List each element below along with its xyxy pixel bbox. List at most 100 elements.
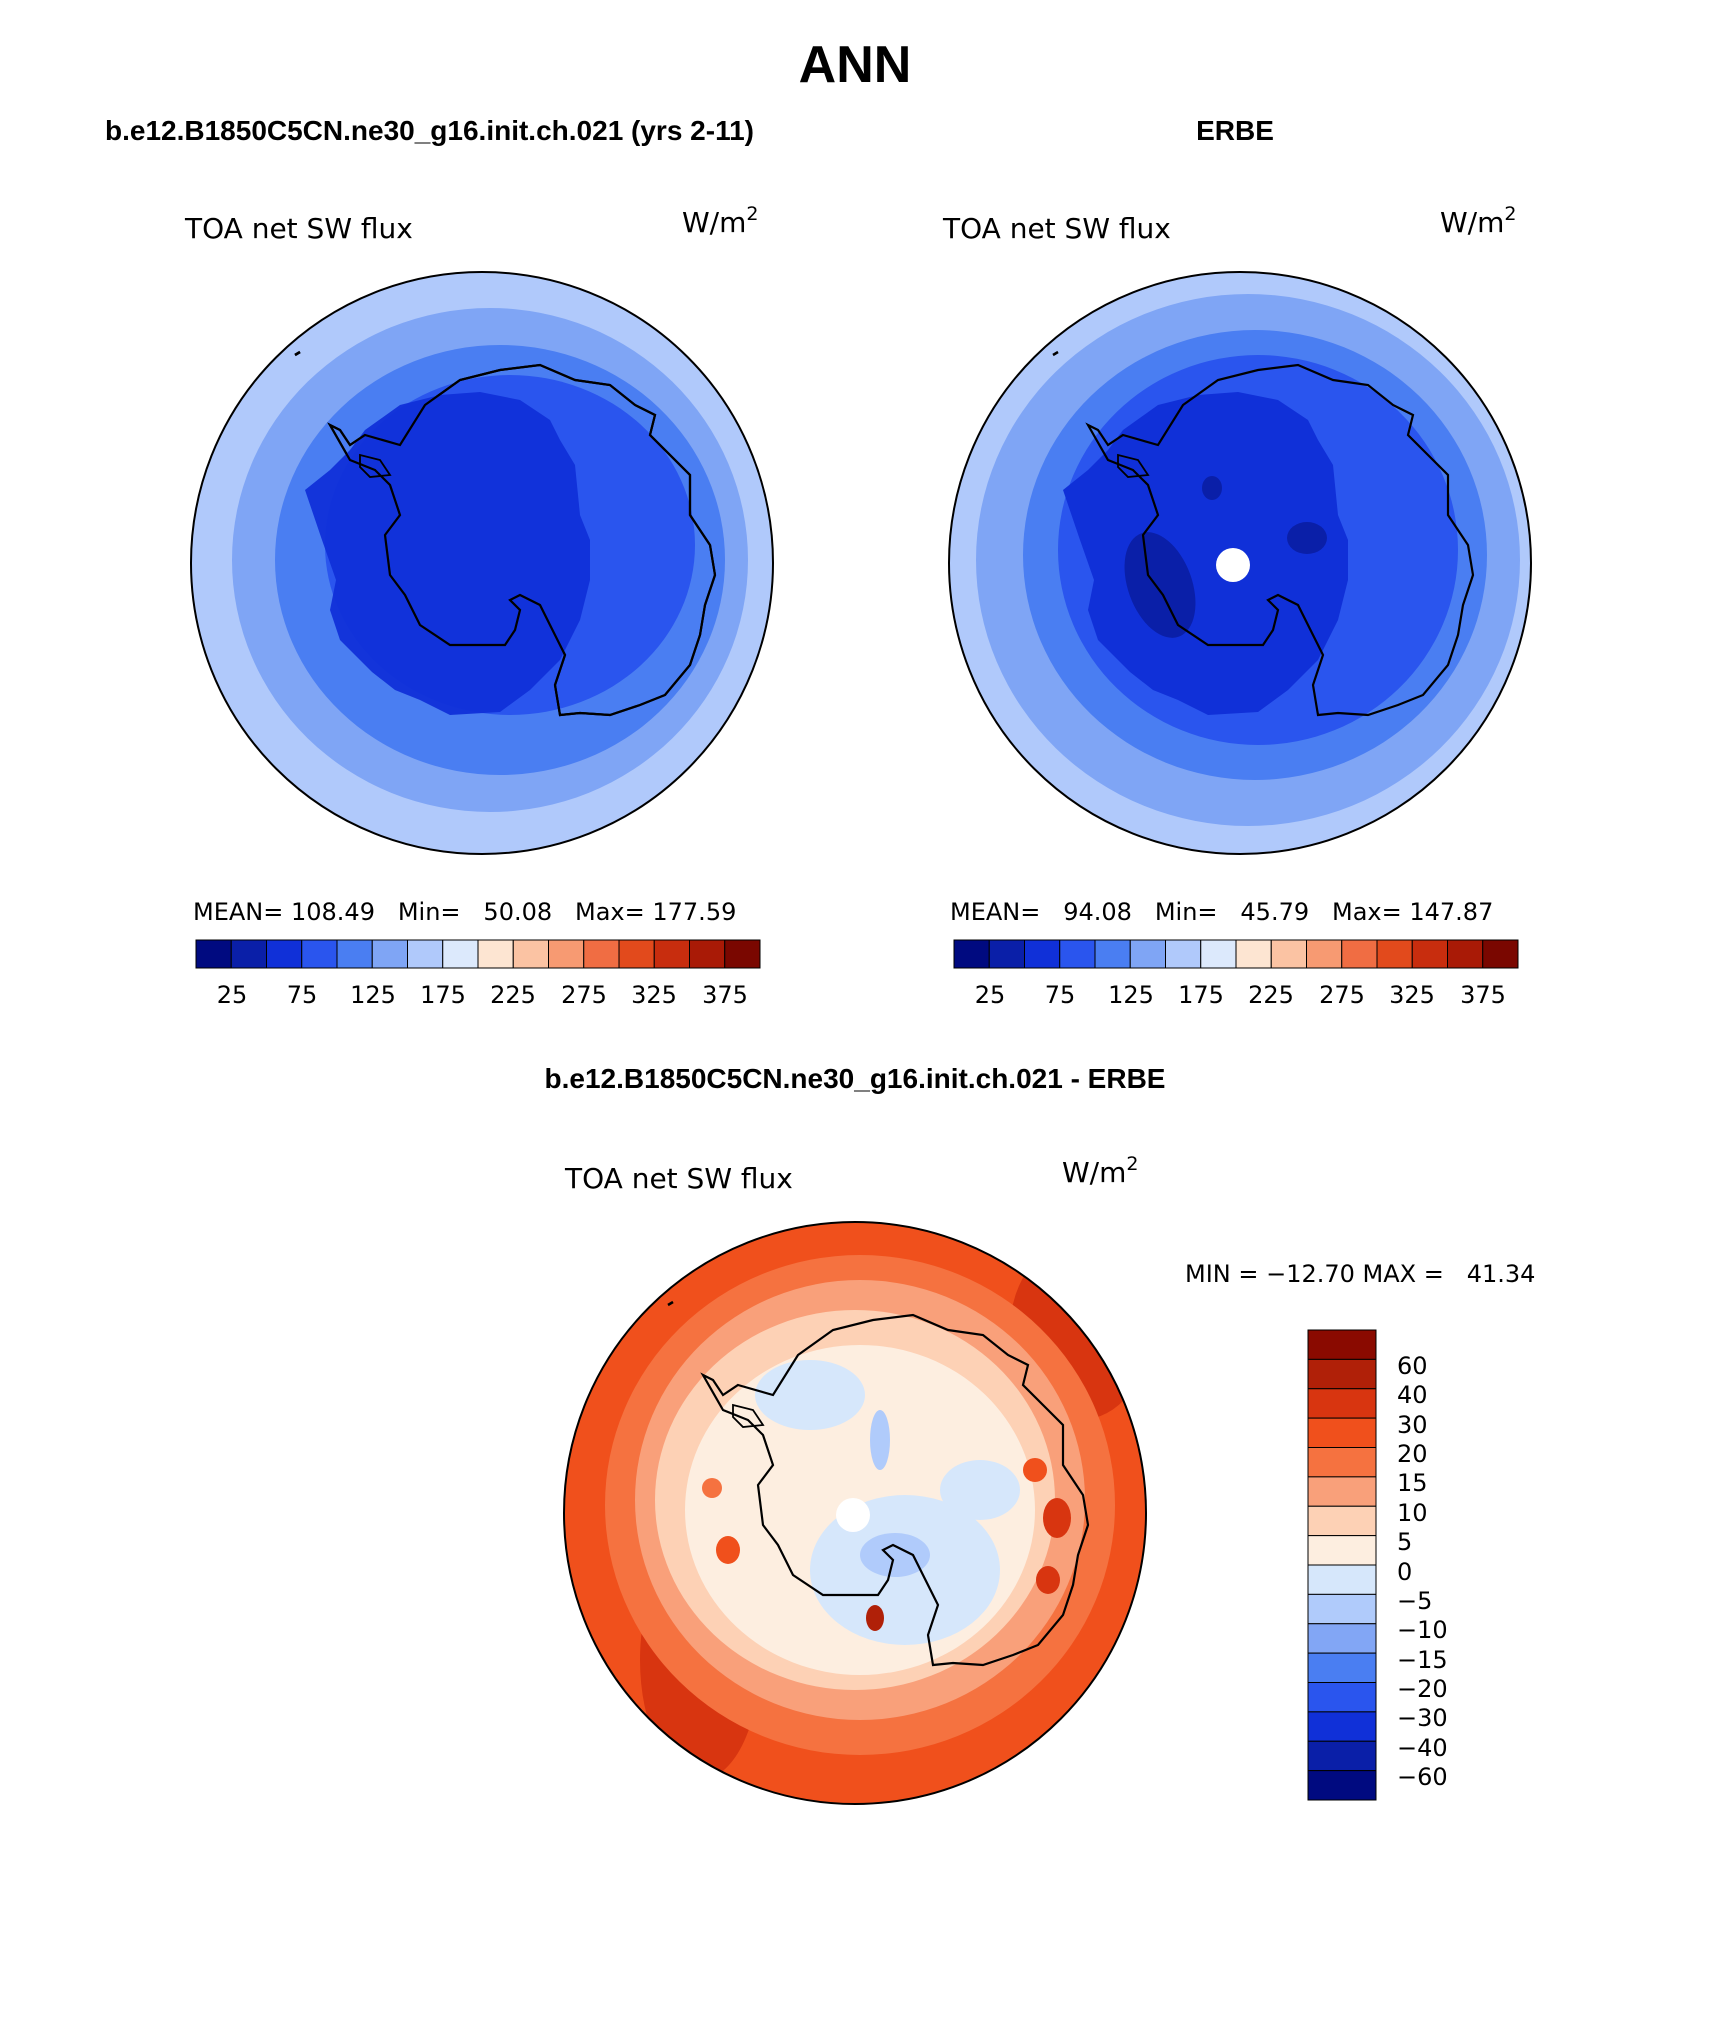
colorbar-label: −60	[1397, 1763, 1448, 1791]
colorbar-swatch	[1129, 939, 1166, 969]
colorbar-swatch	[1235, 939, 1272, 969]
colorbar-swatch	[1200, 939, 1237, 969]
colorbar-swatch	[266, 939, 303, 969]
panel-diff-map	[564, 1222, 1146, 1804]
colorbar-swatch	[1307, 1652, 1377, 1683]
colorbar-swatch	[724, 939, 761, 969]
colorbar-swatch	[1307, 1593, 1377, 1625]
colorbar-label: 0	[1397, 1558, 1412, 1586]
colorbar-swatch	[1307, 1682, 1377, 1713]
colorbar-swatch	[1307, 1447, 1377, 1478]
colorbar-label: 325	[631, 981, 677, 1009]
colorbar-swatch	[1094, 939, 1131, 969]
colorbar-swatch	[1447, 939, 1484, 969]
panel-diff: b.e12.B1850C5CN.ne30_g16.init.ch.021 - E…	[545, 1063, 1535, 1805]
panel-model-colorbar-labels: 25 75 125 175 225 275 325 375	[217, 981, 748, 1009]
colorbar-swatch	[336, 939, 373, 969]
colorbar-label: 225	[490, 981, 536, 1009]
panel-obs-variable: TOA net SW flux	[942, 212, 1171, 245]
colorbar-label: 40	[1397, 1381, 1428, 1409]
colorbar-label: 75	[287, 981, 318, 1009]
panel-model-stats: MEAN= 108.49 Min= 50.08 Max= 177.59	[193, 898, 736, 926]
colorbar-label: 325	[1389, 981, 1435, 1009]
panel-model-map-border	[190, 271, 774, 855]
colorbar-swatch	[1411, 939, 1448, 969]
colorbar-swatch	[953, 939, 990, 969]
panel-model-map	[191, 272, 773, 854]
colorbar-label: −15	[1397, 1646, 1448, 1674]
colorbar-label: −5	[1397, 1587, 1432, 1615]
panel-model-variable: TOA net SW flux	[184, 212, 413, 245]
panel-diff-variable: TOA net SW flux	[564, 1162, 793, 1195]
panel-model-colorbar	[195, 939, 761, 969]
panel-diff-colorbar-labels: 60 40 30 20 15 10 5 0 −5 −10 −15 −20 −30…	[1397, 1352, 1448, 1791]
panel-diff-stats: MIN = −12.70 MAX = 41.34	[1185, 1260, 1535, 1288]
panel-obs-title: ERBE	[1196, 115, 1274, 146]
colorbar-swatch	[1307, 1711, 1377, 1742]
colorbar-swatch	[1341, 939, 1378, 969]
colorbar-label: 275	[561, 981, 607, 1009]
colorbar-label: −40	[1397, 1734, 1448, 1762]
colorbar-swatch	[689, 939, 726, 969]
panel-obs-colorbar	[953, 939, 1519, 969]
colorbar-swatch	[1270, 939, 1307, 969]
colorbar-swatch	[371, 939, 408, 969]
colorbar-swatch	[301, 939, 338, 969]
colorbar-swatch	[1307, 1740, 1377, 1772]
colorbar-swatch	[1307, 1417, 1377, 1448]
colorbar-label: 10	[1397, 1499, 1428, 1527]
colorbar-label: 125	[1108, 981, 1154, 1009]
colorbar-swatch	[1306, 939, 1343, 969]
colorbar-label: 225	[1248, 981, 1294, 1009]
colorbar-swatch	[1376, 939, 1413, 969]
colorbar-swatch	[618, 939, 655, 969]
colorbar-swatch	[653, 939, 690, 969]
colorbar-swatch	[442, 939, 479, 969]
colorbar-swatch	[195, 939, 232, 969]
colorbar-label: 375	[1460, 981, 1506, 1009]
panel-diff-title: b.e12.B1850C5CN.ne30_g16.init.ch.021 - E…	[545, 1063, 1166, 1094]
panel-obs-map-border	[948, 271, 1532, 855]
colorbar-swatch	[407, 939, 444, 969]
panel-diff-units: W/m2	[1062, 1153, 1139, 1189]
colorbar-label: −30	[1397, 1704, 1448, 1732]
colorbar-label: −20	[1397, 1675, 1448, 1703]
colorbar-swatch	[1307, 1535, 1377, 1566]
colorbar-label: 60	[1397, 1352, 1428, 1380]
colorbar-label: 25	[975, 981, 1006, 1009]
colorbar-label: 375	[702, 981, 748, 1009]
colorbar-swatch	[1307, 1505, 1377, 1537]
colorbar-swatch	[988, 939, 1025, 969]
colorbar-label: −10	[1397, 1616, 1448, 1644]
colorbar-swatch	[1307, 1476, 1377, 1507]
colorbar-swatch	[1307, 1358, 1377, 1390]
panel-model-units: W/m2	[682, 203, 759, 239]
colorbar-swatch	[583, 939, 620, 969]
colorbar-label: 5	[1397, 1528, 1412, 1556]
colorbar-swatch	[1307, 1329, 1377, 1360]
colorbar-swatch	[1165, 939, 1202, 969]
colorbar-swatch	[1307, 1564, 1377, 1595]
colorbar-label: 30	[1397, 1411, 1428, 1439]
colorbar-swatch	[1307, 1623, 1377, 1654]
colorbar-label: 25	[217, 981, 248, 1009]
colorbar-swatch	[1307, 1388, 1377, 1419]
colorbar-swatch	[1307, 1770, 1377, 1801]
panel-obs-map	[949, 272, 1531, 854]
panel-diff-map-border	[563, 1221, 1147, 1805]
panel-obs-units: W/m2	[1440, 203, 1517, 239]
colorbar-swatch	[548, 939, 585, 969]
colorbar-label: 15	[1397, 1469, 1428, 1497]
colorbar-swatch	[477, 939, 514, 969]
colorbar-label: 125	[350, 981, 396, 1009]
colorbar-label: 75	[1045, 981, 1076, 1009]
colorbar-swatch	[512, 939, 549, 969]
panel-obs-stats: MEAN= 94.08 Min= 45.79 Max= 147.87	[950, 898, 1493, 926]
colorbar-label: 20	[1397, 1440, 1428, 1468]
colorbar-swatch	[230, 939, 267, 969]
main-title: ANN	[799, 36, 912, 94]
colorbar-label: 175	[420, 981, 466, 1009]
colorbar-swatch	[1482, 939, 1519, 969]
panel-model: b.e12.B1850C5CN.ne30_g16.init.ch.021 (yr…	[105, 115, 774, 1009]
